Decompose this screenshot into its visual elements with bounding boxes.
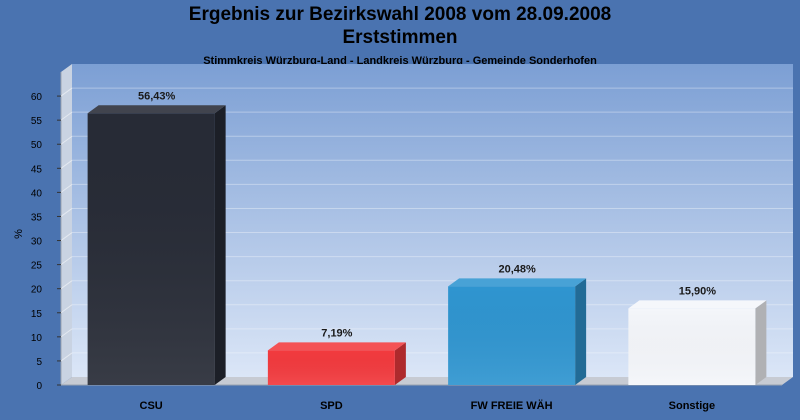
bar-side (755, 300, 767, 385)
bar-front-shade (448, 286, 576, 385)
gridline-side (60, 304, 73, 314)
y-tick-label: 60 (31, 92, 43, 103)
y-tick-label: 40 (31, 188, 43, 199)
bar-top (267, 342, 406, 351)
gridline-side (60, 135, 73, 145)
gridline-side (60, 256, 73, 266)
bar-csu (87, 105, 226, 385)
bar-side (394, 342, 406, 385)
bar-front-shade (87, 113, 215, 385)
y-tick-label: 10 (31, 333, 43, 344)
chart-title: Ergebnis zur Bezirkswahl 2008 vom 28.09.… (188, 4, 612, 25)
data-label: 7,19% (321, 327, 352, 339)
data-label: 15,90% (679, 285, 717, 297)
data-label: 20,48% (498, 263, 536, 275)
bar-front-shade (267, 350, 395, 385)
chart-subtitle: Erststimmen (342, 27, 458, 48)
bar-top (87, 105, 226, 114)
y-tick-label: 15 (31, 309, 43, 320)
gridline-side (60, 232, 73, 241)
bar-side (214, 105, 226, 385)
y-tick-label: 25 (31, 261, 43, 272)
x-tick-label: CSU (140, 400, 163, 412)
gridline-side (60, 159, 73, 169)
bar-side (575, 278, 587, 385)
data-label: 56,43% (138, 90, 176, 102)
bar-spd (267, 342, 406, 385)
plot-left-wall (61, 64, 72, 385)
gridline-side (60, 352, 73, 362)
y-tick-label: 0 (36, 381, 42, 392)
gridline-side (60, 111, 73, 121)
bar-top (448, 278, 587, 287)
bar-front-shade (628, 308, 756, 385)
y-axis-label: % (13, 229, 25, 239)
bar-fw-freie-w-h (448, 278, 587, 385)
gridline-side (60, 87, 73, 97)
x-tick-label: SPD (320, 400, 343, 412)
gridline-side (60, 183, 73, 193)
y-tick-label: 50 (31, 140, 43, 151)
gridline-side (60, 208, 73, 217)
gridline-side (60, 280, 73, 290)
x-tick-label: Sonstige (669, 400, 715, 412)
y-tick-label: 20 (31, 285, 43, 296)
y-tick-label: 35 (31, 212, 43, 223)
y-tick-label: 30 (31, 237, 43, 248)
y-tick-label: 55 (31, 116, 43, 127)
gridline-side (60, 328, 73, 338)
x-tick-label: FW FREIE WÄH (471, 399, 553, 412)
plot-floor (61, 377, 793, 385)
y-tick-label: 45 (31, 164, 43, 175)
bar-top (628, 300, 767, 309)
y-tick-label: 5 (36, 357, 42, 368)
bar-sonstige (628, 300, 767, 385)
